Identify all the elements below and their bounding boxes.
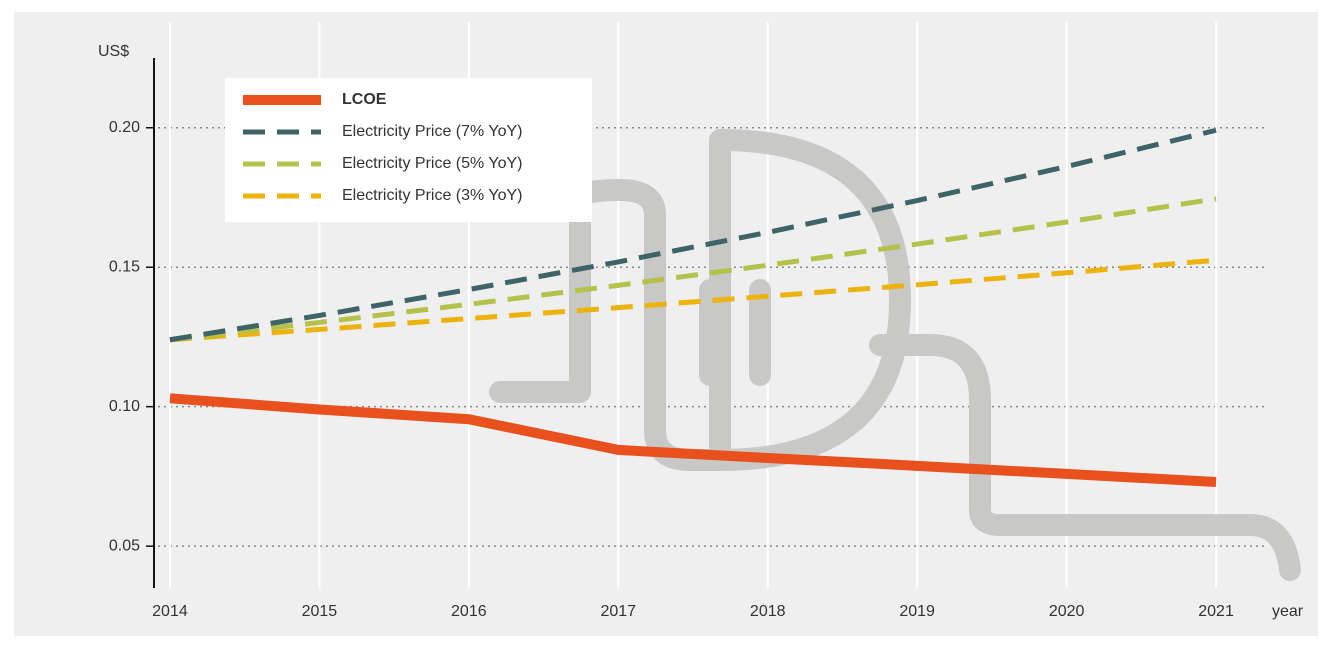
x-tick-label: 2021 (1198, 603, 1234, 620)
legend-label: Electricity Price (5% YoY) (342, 155, 523, 172)
legend-label: Electricity Price (3% YoY) (342, 187, 523, 204)
series-line (169, 196, 1217, 343)
legend: LCOE Electricity Price (7% YoY) Electricit… (243, 91, 523, 204)
series-line (169, 257, 1217, 343)
x-tick-label: 2014 (152, 603, 188, 620)
y-tick-label: 0.05 (109, 537, 140, 554)
legend-label: LCOE (342, 91, 387, 108)
x-tick-label: 2018 (750, 603, 786, 620)
x-axis-label: year (1272, 603, 1304, 620)
x-tick-label: 2015 (302, 603, 338, 620)
x-tick-label: 2017 (600, 603, 636, 620)
x-tick-label: 2020 (1049, 603, 1085, 620)
y-tick-label: 0.10 (109, 398, 140, 415)
y-axis-label: US$ (98, 43, 129, 60)
x-tick-label: 2019 (899, 603, 935, 620)
x-tick-label: 2016 (451, 603, 487, 620)
series-line (169, 127, 1217, 343)
y-tick-label: 0.15 (109, 258, 140, 275)
series-line (169, 393, 1217, 487)
legend-label: Electricity Price (7% YoY) (342, 123, 523, 140)
lines (169, 127, 1217, 487)
y-tick-label: 0.20 (109, 119, 140, 136)
